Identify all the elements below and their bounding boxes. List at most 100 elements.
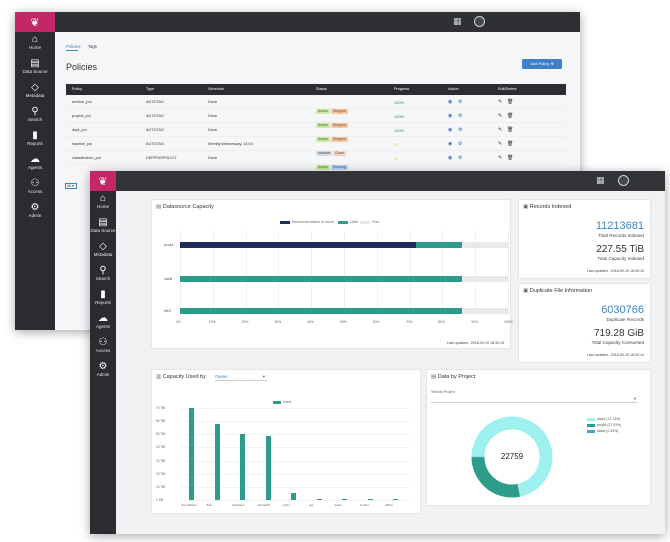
used-bar[interactable] <box>367 499 373 500</box>
table-row[interactable]: dept_pol AUTOTAG Done Active Stopped 100% ◉ ⚙ ✎ 🗑 <box>66 123 566 142</box>
nav-data-source[interactable]: ▤ Data Source <box>90 217 116 234</box>
donut-slice-proj66[interactable] <box>471 416 553 498</box>
settings-icon[interactable]: ⚙ <box>458 140 463 147</box>
used-bar[interactable] <box>214 423 220 500</box>
table-row[interactable]: inactive_pol AUTOTAG Weekly:Wednesday, 14:… <box>66 137 566 156</box>
used-bar[interactable] <box>291 493 297 500</box>
capacity-bar-free[interactable] <box>462 276 508 282</box>
capacity-bar-used[interactable] <box>416 242 463 248</box>
run-icon[interactable]: ◉ <box>448 140 453 147</box>
table-row[interactable]: archive_pol AUTOTAG Done Active Stopped 100% ◉… <box>66 95 566 114</box>
nav-metadata[interactable]: ◇ Metadata <box>90 241 116 258</box>
nav-agents[interactable]: ☁ Agents <box>90 313 116 330</box>
x-tick-label: 0% <box>176 320 181 324</box>
nav-search[interactable]: ⚲ Search <box>90 265 116 282</box>
used-bar[interactable] <box>265 435 271 500</box>
records-capacity-label: Total Capacity Indexed <box>597 256 644 261</box>
capacity-bar-free[interactable] <box>462 242 508 248</box>
run-icon[interactable]: ◉ <box>448 98 453 105</box>
chevron-down-icon: ▾ <box>633 396 636 401</box>
used-bar[interactable] <box>316 499 322 500</box>
delete-icon[interactable]: 🗑 <box>507 126 514 133</box>
user-avatar[interactable] <box>618 175 629 186</box>
nav-home[interactable]: ⌂ Home <box>90 193 116 210</box>
nav-search[interactable]: ⚲ Search <box>15 106 55 123</box>
edit-icon[interactable]: ✎ <box>498 126 503 133</box>
delete-icon[interactable]: 🗑 <box>507 154 514 161</box>
nav-access[interactable]: ⚇ Access <box>90 337 116 354</box>
nav-admin[interactable]: ⚙ Admin <box>15 202 55 219</box>
nav-metadata[interactable]: ◇ Metadata <box>15 82 55 99</box>
user-avatar[interactable] <box>474 16 485 27</box>
run-icon[interactable]: ◉ <box>448 154 453 161</box>
used-bar[interactable] <box>393 499 399 500</box>
used-bar[interactable] <box>240 434 246 500</box>
edit-icon[interactable]: ✎ <box>498 140 503 147</box>
nav-reports[interactable]: ▮ Reports <box>90 289 116 306</box>
delete-icon[interactable]: 🗑 <box>507 140 514 147</box>
used-bar[interactable] <box>188 408 194 500</box>
run-icon[interactable]: ◉ <box>448 126 453 133</box>
column-header[interactable]: Schedule <box>208 87 224 91</box>
settings-icon[interactable]: ⚙ <box>458 154 463 161</box>
y-tick-label: 30 TiB <box>156 458 166 463</box>
delete-icon[interactable]: 🗑 <box>507 112 514 119</box>
donut-slice-data2[interactable] <box>471 416 553 498</box>
capacity-bar-used[interactable] <box>180 276 463 282</box>
legend-item[interactable]: data2 (0.34%) <box>587 429 647 435</box>
status-badge: Done <box>333 150 346 156</box>
edit-icon[interactable]: ✎ <box>498 98 503 105</box>
project-select[interactable]: ▾ <box>431 396 637 403</box>
status-badge: Inactive <box>316 150 333 156</box>
capacity-bar-free[interactable] <box>462 308 508 314</box>
legend-item[interactable]: data1 (71.74%) <box>587 417 647 423</box>
nav-reports[interactable]: ▮ Reports <box>15 130 55 147</box>
tab-tags[interactable]: Tags <box>88 44 97 49</box>
legend-swatch <box>587 424 595 427</box>
pager-select[interactable]: All ▾ <box>65 183 77 189</box>
run-icon[interactable]: ◉ <box>448 112 453 119</box>
delete-icon[interactable]: 🗑 <box>507 98 514 105</box>
edit-icon[interactable]: ✎ <box>498 112 503 119</box>
column-header[interactable]: Progress <box>394 87 410 91</box>
donut-slice-data1[interactable] <box>471 416 553 498</box>
tab-policies[interactable]: Policies <box>66 44 81 49</box>
nav-label: Home <box>96 204 109 209</box>
nav-admin[interactable]: ⚙ Admin <box>90 361 116 378</box>
policy-schedule: Done <box>208 156 218 160</box>
add-policy-button[interactable]: Add Policy ⊕ <box>522 59 562 69</box>
nav-label: Metadata <box>93 252 113 257</box>
nav-icon: ☁ <box>98 313 108 324</box>
owner-select[interactable]: Owner ▾ <box>215 374 267 381</box>
table-row[interactable]: project_pol AUTOTAG Done Active Stopped 100% ◉… <box>66 109 566 128</box>
chevron-down-icon: ▾ <box>262 374 265 379</box>
notifications-icon[interactable]: ▦ <box>453 16 462 26</box>
nav-access[interactable]: ⚇ Access <box>15 178 55 195</box>
nav-icon: ⚇ <box>98 337 108 348</box>
legend-swatch-used <box>338 221 348 224</box>
settings-icon[interactable]: ⚙ <box>458 98 463 105</box>
used-bar[interactable] <box>342 499 348 500</box>
column-header[interactable]: Edit/Delete <box>498 87 517 91</box>
capacity-bar-used[interactable] <box>180 308 463 314</box>
x-tick-label: 20% <box>241 320 249 324</box>
table-row[interactable]: classification_pol DEEPDISPOLICY Done Activ… <box>66 151 566 170</box>
settings-icon[interactable]: ⚙ <box>458 112 463 119</box>
edit-icon[interactable]: ✎ <box>498 154 503 161</box>
x-tick-label: jfillinx <box>385 503 393 507</box>
capacity-bar-rec[interactable] <box>180 242 417 248</box>
nav-home[interactable]: ⌂ Home <box>15 34 55 51</box>
x-tick-label: Bob <box>206 503 213 507</box>
nav-icon: ⚙ <box>30 202 40 213</box>
y-tick-label: 10 TiB <box>156 484 166 489</box>
legend-item[interactable]: proj66 (27.93%) <box>587 423 647 429</box>
column-header[interactable]: Action <box>448 87 459 91</box>
settings-icon[interactable]: ⚙ <box>458 126 463 133</box>
column-header[interactable]: Type <box>146 87 155 91</box>
column-header[interactable]: Status <box>316 87 327 91</box>
notifications-icon[interactable]: ▦ <box>596 175 605 185</box>
column-header[interactable]: Policy <box>72 87 83 91</box>
nav-data-source[interactable]: ▤ Data Source <box>15 58 55 75</box>
nav-agents[interactable]: ☁ Agents <box>15 154 55 171</box>
nav-icon: ⚲ <box>99 265 107 276</box>
